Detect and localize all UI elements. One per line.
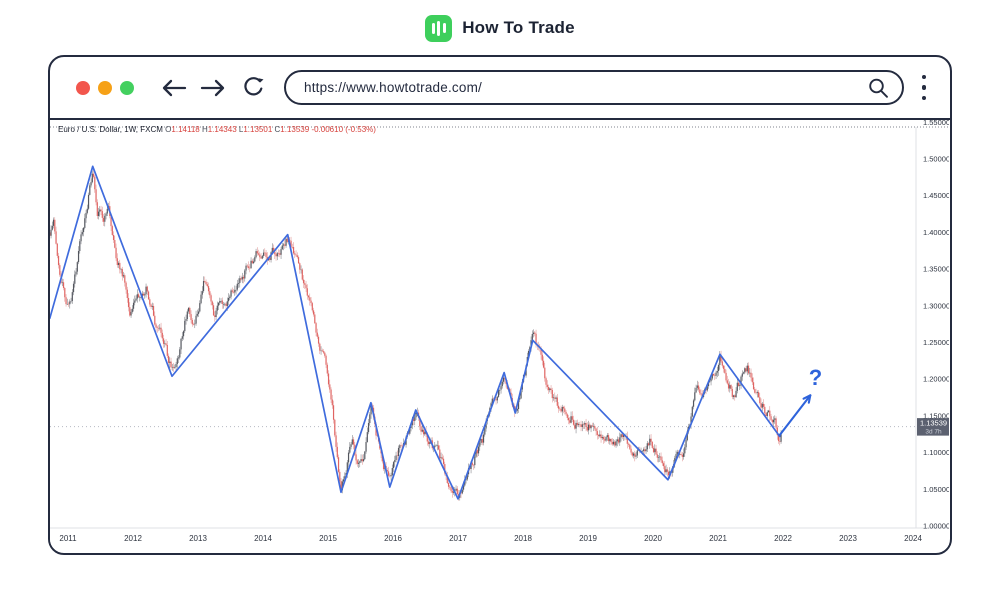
year-tick-label: 2013 xyxy=(189,534,207,543)
price-tick-label: 1.10000 xyxy=(923,448,949,457)
year-tick-label: 2015 xyxy=(319,534,337,543)
reload-icon xyxy=(243,77,263,96)
url-bar[interactable]: https://www.howtotrade.com/ xyxy=(284,70,904,105)
brand-logo-icon xyxy=(425,14,453,42)
open-value: 1.14118 xyxy=(171,125,200,134)
zigzag-trendline[interactable] xyxy=(50,165,781,500)
bar-countdown: 3d 7h xyxy=(925,428,942,435)
forward-arrow-icon xyxy=(200,79,225,96)
close-value: 1.13539 xyxy=(280,125,310,134)
candles-layer xyxy=(50,168,782,501)
symbol-title: Euro / U.S. Dollar, 1W, FXCM xyxy=(58,125,163,134)
change-value: -0.00610 (-0.53%) xyxy=(311,125,376,134)
time-axis[interactable]: 2011 2012 2013 2014 2015 2016 2017 2018 2019 2020… xyxy=(59,534,922,543)
price-axis[interactable]: 1.55000 1.50000 1.45000 1.40000 1.35000 1.300… xyxy=(923,120,949,531)
high-value: 1.14343 xyxy=(207,125,237,134)
price-chart[interactable]: Euro / U.S. Dollar, 1W, FXCM O1.14118 H1… xyxy=(50,120,949,552)
url-text: https://www.howtotrade.com/ xyxy=(304,80,482,95)
browser-toolbar: https://www.howtotrade.com/ xyxy=(50,57,950,120)
chart-canvas[interactable]: 1.55000 1.50000 1.45000 1.40000 1.35000 1.300… xyxy=(50,120,949,552)
kebab-menu-button[interactable] xyxy=(916,71,933,105)
browser-window: https://www.howtotrade.com/ Euro / U.S. … xyxy=(48,55,952,555)
price-tick-label: 1.15000 xyxy=(923,411,949,420)
page-header: How To Trade xyxy=(0,0,1000,44)
down-candle-bodies xyxy=(50,173,781,498)
year-tick-label: 2020 xyxy=(644,534,662,543)
price-tick-label: 1.35000 xyxy=(923,265,949,274)
year-tick-label: 2022 xyxy=(774,534,792,543)
back-button[interactable] xyxy=(160,76,188,100)
year-tick-label: 2014 xyxy=(254,534,272,543)
maximize-window-button[interactable] xyxy=(120,80,134,95)
back-arrow-icon xyxy=(162,79,187,96)
down-candle-wicks xyxy=(50,168,781,501)
last-price-value: 1.13539 xyxy=(920,419,947,428)
year-tick-label: 2016 xyxy=(384,534,402,543)
price-tick-label: 1.00000 xyxy=(923,522,949,531)
price-tick-label: 1.05000 xyxy=(923,485,949,494)
search-icon[interactable] xyxy=(866,76,890,100)
price-tick-label: 1.50000 xyxy=(923,155,949,164)
up-candle-wicks xyxy=(50,169,782,501)
up-candle-bodies xyxy=(50,173,782,498)
price-tick-label: 1.40000 xyxy=(923,228,949,237)
price-tick-label: 1.25000 xyxy=(923,338,949,347)
close-window-button[interactable] xyxy=(76,80,90,95)
year-tick-label: 2023 xyxy=(839,534,857,543)
year-tick-label: 2024 xyxy=(904,534,922,543)
year-tick-label: 2021 xyxy=(709,534,727,543)
question-mark-annotation: ? xyxy=(809,365,822,390)
year-tick-label: 2012 xyxy=(124,534,142,543)
traffic-lights xyxy=(76,80,134,95)
forward-button[interactable] xyxy=(199,76,227,100)
year-tick-label: 2011 xyxy=(59,534,77,543)
price-tick-label: 1.55000 xyxy=(923,120,949,127)
year-tick-label: 2019 xyxy=(579,534,597,543)
forecast-arrow[interactable] xyxy=(778,394,812,437)
chart-legend: Euro / U.S. Dollar, 1W, FXCM O1.14118 H1… xyxy=(58,125,376,134)
price-tick-label: 1.45000 xyxy=(923,191,949,200)
low-value: 1.13501 xyxy=(243,125,273,134)
year-tick-label: 2018 xyxy=(514,534,532,543)
reload-button[interactable] xyxy=(238,76,266,100)
minimize-window-button[interactable] xyxy=(98,80,112,95)
price-tick-label: 1.30000 xyxy=(923,301,949,310)
year-tick-label: 2017 xyxy=(449,534,467,543)
page-title: How To Trade xyxy=(462,18,575,37)
price-tick-label: 1.20000 xyxy=(923,375,949,384)
